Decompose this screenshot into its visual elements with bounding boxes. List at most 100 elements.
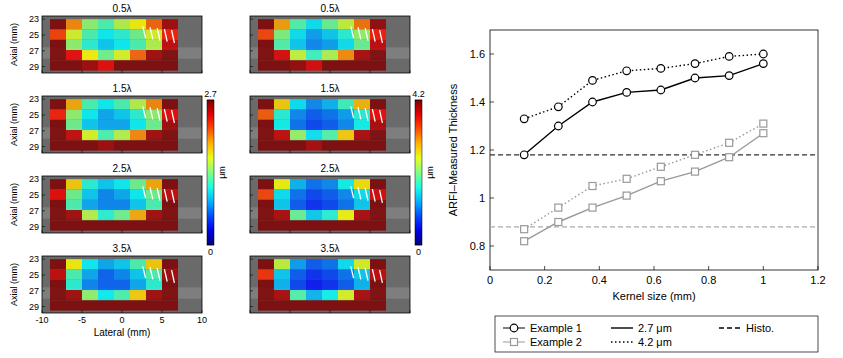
heat-cell: [354, 259, 370, 269]
y-tick-label: 27: [29, 286, 39, 296]
x-tick-label: 0.8: [701, 274, 716, 286]
fiber-line: [380, 110, 383, 123]
y-tick: [250, 210, 253, 211]
fiber-line: [164, 29, 167, 42]
y-axis-title: Axial (mm): [9, 183, 19, 226]
heat-cell: [258, 269, 274, 279]
fiber-line: [380, 270, 383, 283]
heat-cell: [82, 300, 98, 310]
colorbar-title: μm: [217, 166, 227, 179]
heat-cell: [306, 29, 322, 39]
heat-cell: [114, 179, 130, 189]
heat-cell: [338, 280, 354, 290]
heat-cell: [146, 290, 162, 300]
x-tick: [410, 70, 411, 73]
y-tick: [42, 210, 45, 211]
heat-cell: [274, 220, 290, 230]
x-tick-label: 0: [487, 274, 493, 286]
x-tick: [410, 310, 411, 313]
heat-cell: [258, 210, 274, 220]
heat-cell: [130, 120, 146, 130]
fiber-line: [365, 268, 368, 280]
data-point: [726, 139, 733, 146]
y-tick: [42, 130, 45, 131]
heat-cell: [274, 120, 290, 130]
heat-cell: [290, 179, 306, 189]
heat-cell: [370, 179, 386, 189]
heat-cell: [322, 120, 338, 130]
heat-cell: [130, 210, 146, 220]
data-point: [725, 72, 733, 80]
heat-cell: [274, 300, 290, 310]
heat-cell: [274, 259, 290, 269]
heat-cell: [162, 200, 178, 210]
heat-cell: [146, 280, 162, 290]
colorbar-tick: [415, 245, 422, 246]
panel-frame: [42, 176, 202, 233]
heat-cell: [66, 179, 82, 189]
x-tick: [410, 230, 411, 233]
heat-cell: [354, 200, 370, 210]
x-tick: [82, 310, 83, 313]
x-tick: [122, 70, 123, 73]
heat-cell: [370, 99, 386, 109]
heat-cell: [306, 290, 322, 300]
bmode-background: [42, 96, 202, 153]
panel-frame: [42, 96, 202, 153]
heat-cell: [82, 280, 98, 290]
heat-cell: [50, 50, 66, 60]
bmode-background: [250, 176, 410, 233]
x-tick: [202, 70, 203, 73]
heat-cell: [66, 130, 82, 140]
heat-cell: [370, 300, 386, 310]
legend-line: [611, 341, 633, 342]
colorbar-label: 0: [416, 247, 421, 257]
fiber-line: [150, 107, 153, 119]
heat-cell: [114, 300, 130, 310]
y-tick: [42, 306, 45, 307]
heat-cell: [290, 280, 306, 290]
data-point: [555, 122, 563, 130]
heat-cell: [98, 19, 114, 29]
y-tick-label: 25: [29, 270, 39, 280]
heat-cell: [354, 220, 370, 230]
data-point: [691, 74, 699, 82]
heat-cell: [370, 259, 386, 269]
x-tick: [544, 266, 545, 270]
panel-frame: [250, 96, 410, 153]
x-tick: [490, 266, 491, 270]
heat-cell: [290, 210, 306, 220]
heat-cell: [258, 259, 274, 269]
legend-marker: [511, 339, 518, 346]
heat-cell: [66, 259, 82, 269]
heat-cell: [370, 19, 386, 29]
y-tick: [490, 150, 494, 151]
fiber-line: [150, 187, 153, 199]
heat-cell: [274, 19, 290, 29]
y-tick-label: 23: [29, 254, 39, 264]
heat-cell: [354, 210, 370, 220]
panel-title: 1.5λ: [321, 83, 340, 94]
heat-cell: [82, 290, 98, 300]
heat-cell: [146, 19, 162, 29]
x-tick-label: 0: [119, 315, 124, 325]
heat-cell: [354, 40, 370, 50]
fiber-line: [164, 109, 167, 122]
y-tick: [42, 50, 45, 51]
x-tick: [654, 266, 655, 270]
y-tick-label: 29: [29, 222, 39, 232]
cells: [258, 179, 386, 230]
heat-cell: [322, 210, 338, 220]
x-tick: [763, 266, 764, 270]
fiber-line: [351, 26, 354, 38]
legend-label: Example 1: [530, 322, 582, 334]
cells: [258, 19, 386, 70]
x-tick: [330, 230, 331, 233]
fiber-line: [172, 110, 175, 123]
y-tick-label: 25: [29, 30, 39, 40]
data-point: [555, 103, 563, 111]
heat-cell: [354, 50, 370, 60]
panel-frame: [250, 176, 410, 233]
panel-frame: [42, 16, 202, 73]
heat-cell: [50, 140, 66, 150]
